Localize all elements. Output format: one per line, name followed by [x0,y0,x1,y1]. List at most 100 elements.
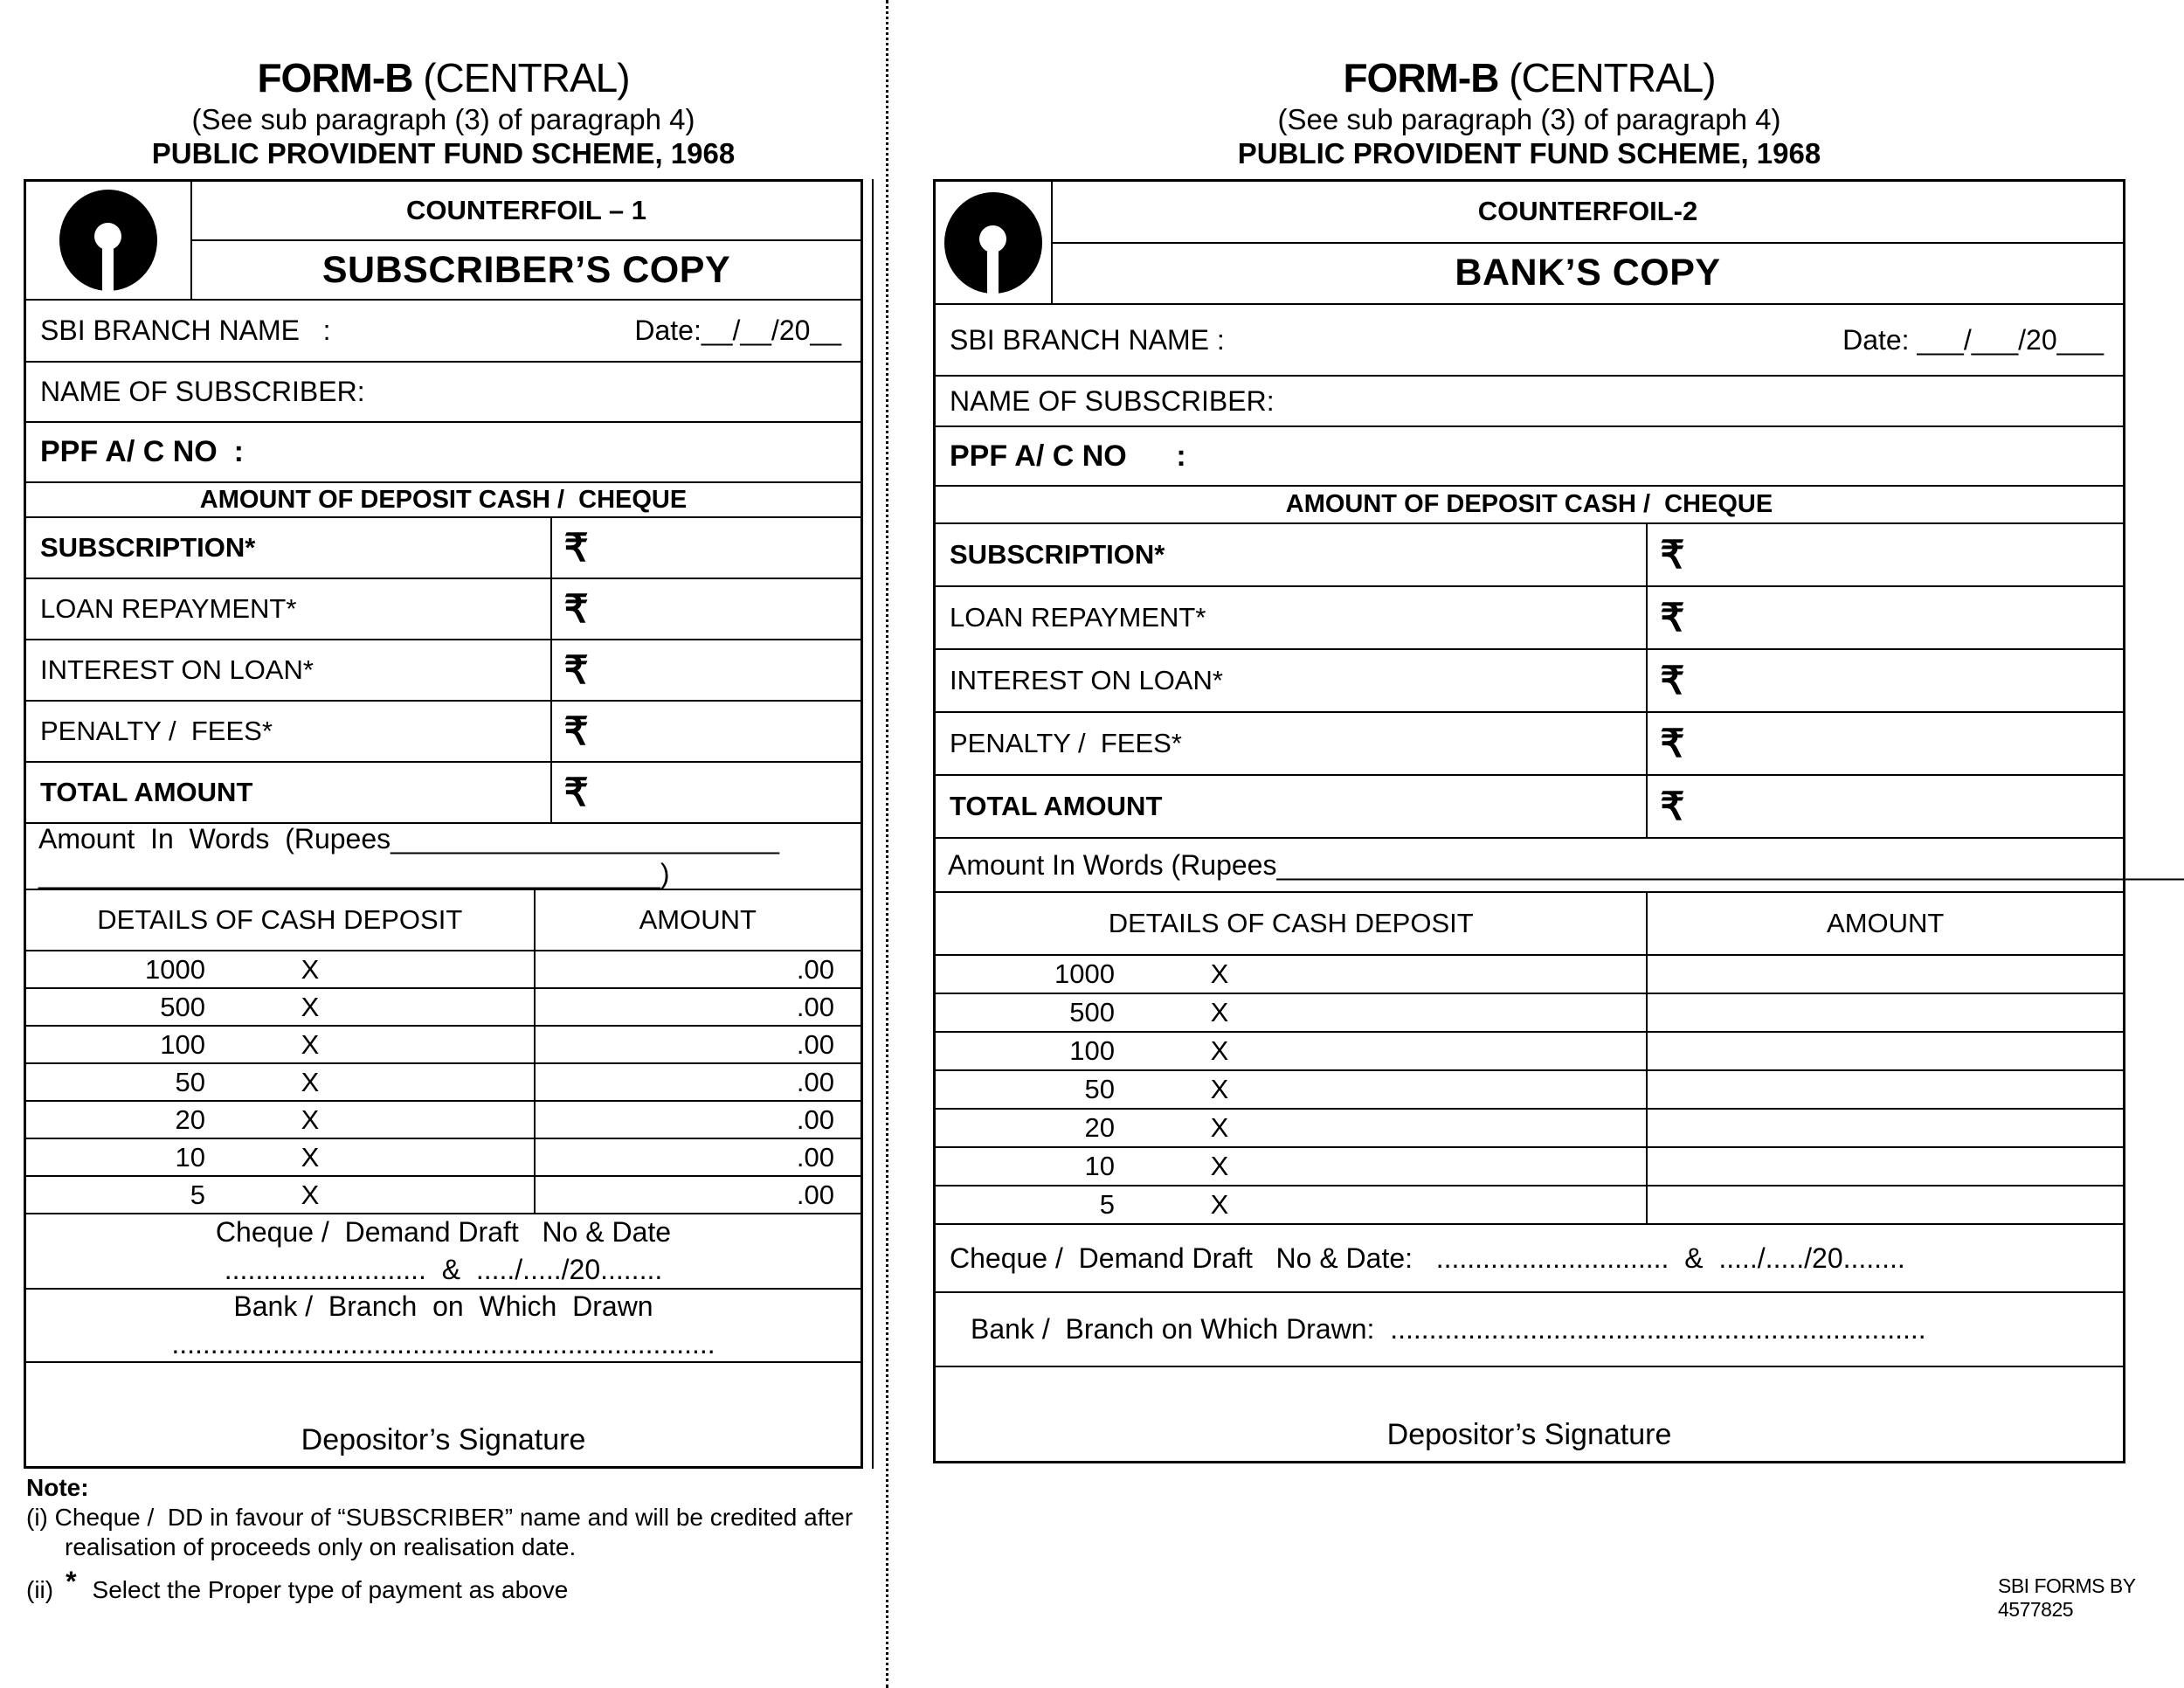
date-label: Date: ___/___/20___ [1842,323,2104,356]
multiply-mark: X [301,953,320,985]
denomination-row-500: 500 X [936,994,2123,1033]
denomination-amount: .00 [796,953,834,985]
denomination-row-50: 50 X [936,1071,2123,1110]
denomination-value: 500 [160,991,205,1022]
denomination-value: 1000 [1054,958,1115,989]
sbi-logo-cell [26,182,192,299]
denomination-amount: .00 [796,1066,834,1097]
multiply-mark: X [301,1066,320,1097]
denomination-row-1000: 1000 X .00 [26,951,860,989]
denomination-row-50: 50 X .00 [26,1064,860,1102]
denomination-value: 5 [190,1179,205,1210]
denomination-amount [1648,1071,2123,1108]
copy-label: SUBSCRIBER’S COPY [321,248,731,291]
note-item-2-text: Select the Proper type of payment as abo… [92,1575,569,1603]
amount-row-penalty-fees: PENALTY / FEES* ₹ [936,713,2123,776]
cash-details-header-row: DETAILS OF CASH DEPOSIT AMOUNT [26,890,860,951]
cheque-dd-row: Cheque / Demand Draft No & Date ........… [26,1214,860,1290]
amount-in-words-row: Amount In Words (Rupees_________________… [26,822,860,890]
asterisk-mark: * [66,1566,77,1598]
multiply-mark: X [1210,958,1229,989]
denomination-amount [1648,1110,2123,1146]
denomination-amount: .00 [796,1028,834,1060]
denomination-value: 20 [175,1103,205,1135]
deposit-banner-label: AMOUNT OF DEPOSIT CASH / CHEQUE [1285,490,1773,518]
form-title-bold: FORM-B [1343,55,1499,100]
note-title: Note: [26,1474,89,1501]
multiply-mark: X [301,1103,320,1135]
counterfoil-divider-dotted-line [886,0,888,1688]
denomination-value: 50 [1084,1074,1115,1104]
amount-in-words-line: Amount In Words (Rupees_________________… [948,848,2184,881]
form-header-right: FORM-B (CENTRAL) (See sub paragraph (3) … [933,54,2125,171]
denomination-value: 100 [160,1028,205,1060]
rupee-symbol: ₹ [1660,722,1685,765]
amount-row-loan-repayment: LOAN REPAYMENT* ₹ [936,587,2123,650]
form-header-left: FORM-B (CENTRAL) (See sub paragraph (3) … [24,54,863,171]
denomination-amount [1648,1148,2123,1185]
rupee-symbol: ₹ [1660,533,1685,577]
counterfoil-2-header: COUNTERFOIL-2 BANK’S COPY [936,182,2123,305]
bank-branch-row: Bank / Branch on Which Drawn ...........… [26,1290,860,1363]
denomination-amount: .00 [796,991,834,1022]
depositor-signature-row: Depositor’s Signature [936,1367,2123,1461]
denomination-value: 1000 [145,953,205,985]
left-table-double-edge-line [872,179,874,1469]
amount-row-subscription: SUBSCRIPTION* ₹ [936,524,2123,587]
amount-in-words-row: Amount In Words (Rupees_________________… [936,839,2184,893]
amount-row-label: LOAN REPAYMENT* [936,587,1648,648]
amount-row-label: SUBSCRIPTION* [26,518,552,578]
deposit-banner-row: AMOUNT OF DEPOSIT CASH / CHEQUE [936,487,2123,524]
multiply-mark: X [301,1179,320,1210]
amount-in-words-line2: ________________________________________… [38,858,670,889]
cheque-dd-row: Cheque / Demand Draft No & Date: .......… [936,1225,2123,1293]
multiply-mark: X [1210,997,1229,1027]
denomination-value: 20 [1084,1112,1115,1143]
denomination-amount [1648,956,2123,993]
amount-row-subscription: SUBSCRIPTION* ₹ [26,518,860,579]
denomination-value: 10 [175,1141,205,1173]
form-title: FORM-B (CENTRAL) [933,54,2125,101]
cash-details-header-row: DETAILS OF CASH DEPOSIT AMOUNT [936,893,2123,956]
depositor-signature-row: Depositor’s Signature [26,1363,860,1466]
denomination-row-10: 10 X .00 [26,1139,860,1177]
denomination-value: 50 [175,1066,205,1097]
denomination-value: 5 [1099,1189,1115,1220]
amount-in-words-line1: Amount In Words (Rupees_________________… [38,822,780,854]
amount-row-label: TOTAL AMOUNT [936,776,1648,837]
subscriber-name-row: NAME OF SUBSCRIBER: [936,377,2123,427]
denomination-row-20: 20 X [936,1110,2123,1148]
depositor-signature-label: Depositor’s Signature [1386,1418,1672,1451]
sbi-logo-icon [944,191,1042,294]
form-title-rest: (CENTRAL) [412,55,630,100]
denomination-row-5: 5 X .00 [26,1177,860,1214]
denomination-value: 500 [1069,997,1115,1027]
sbi-logo-icon [59,190,157,291]
denomination-amount [1648,994,2123,1031]
multiply-mark: X [1210,1189,1229,1220]
amount-row-loan-repayment: LOAN REPAYMENT* ₹ [26,579,860,640]
amount-row-label: SUBSCRIPTION* [936,524,1648,585]
rupee-symbol: ₹ [563,709,589,753]
details-of-cash-deposit-header: DETAILS OF CASH DEPOSIT [26,890,536,950]
multiply-mark: X [1210,1151,1229,1181]
amount-row-label: PENALTY / FEES* [936,713,1648,774]
denomination-value: 10 [1084,1151,1115,1181]
note-line-1: (i) Cheque / DD in favour of “SUBSCRIBER… [26,1504,854,1532]
multiply-mark: X [301,1028,320,1060]
counterfoil-1-header: COUNTERFOIL – 1 SUBSCRIBER’S COPY [26,182,860,301]
ppf-account-label: PPF A/ C NO : [950,439,1186,473]
denomination-value: 100 [1069,1035,1115,1066]
amount-column-header: AMOUNT [639,904,757,935]
denomination-amount: .00 [796,1179,834,1210]
denomination-row-100: 100 X .00 [26,1027,860,1064]
denomination-amount: .00 [796,1141,834,1173]
counterfoil-1-panel: COUNTERFOIL – 1 SUBSCRIBER’S COPY SBI BR… [24,179,863,1469]
rupee-symbol: ₹ [1660,596,1685,640]
form-title: FORM-B (CENTRAL) [24,54,863,101]
multiply-mark: X [1210,1112,1229,1143]
note-item-2-prefix: (ii) [26,1575,54,1603]
amount-row-label: PENALTY / FEES* [26,702,552,761]
counterfoil-2-panel: COUNTERFOIL-2 BANK’S COPY SBI BRANCH NAM… [933,179,2184,1463]
